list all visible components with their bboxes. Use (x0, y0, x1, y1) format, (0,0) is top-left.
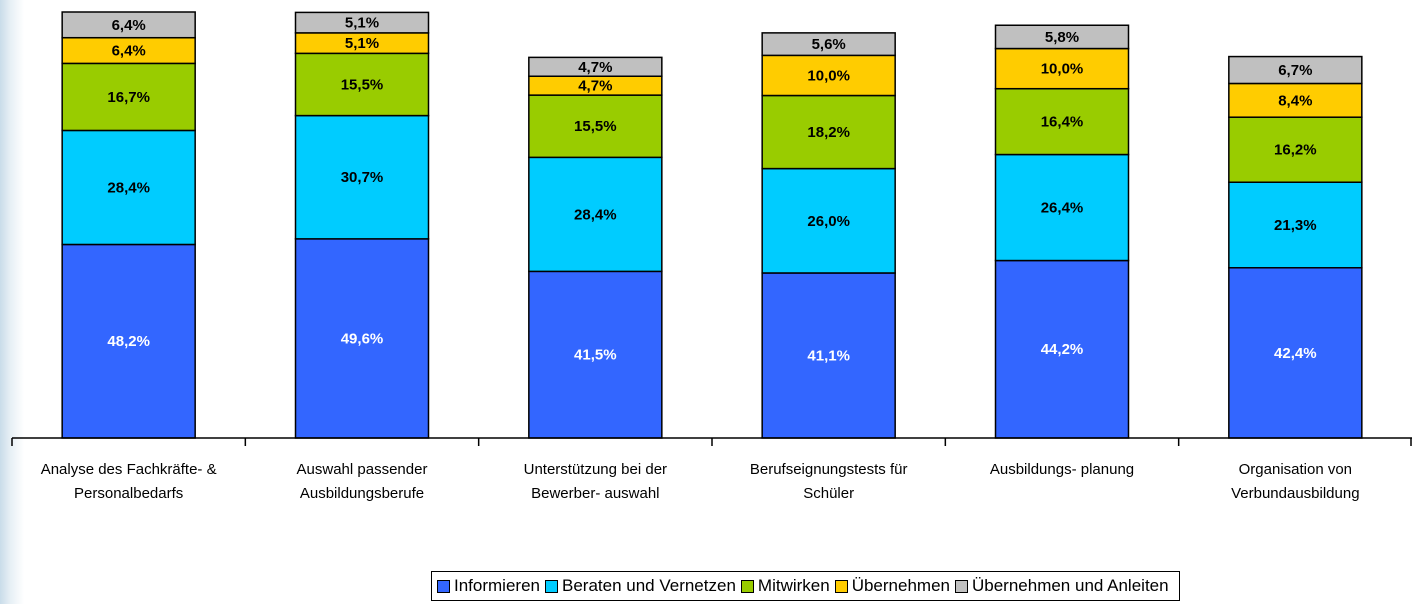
data-label: 15,5% (574, 118, 617, 135)
data-label: 26,4% (1041, 200, 1084, 217)
bar-segment (994, 47, 1130, 90)
legend-label: Informieren (454, 576, 540, 595)
x-tick-label: Organisation von Verbundausbildung (1231, 461, 1360, 502)
data-label: 28,4% (574, 206, 617, 223)
legend-swatch (437, 579, 450, 593)
data-label: 5,1% (345, 35, 379, 52)
legend-item: Informieren (437, 576, 540, 596)
data-label: 16,7% (107, 89, 150, 106)
data-label: 42,4% (1274, 345, 1317, 362)
x-tick-label: Berufseignungstests für Schüler (749, 461, 908, 502)
bar-segment (61, 36, 196, 65)
legend-label: Übernehmen (851, 576, 950, 595)
data-label: 21,3% (1274, 217, 1317, 234)
x-tick-label: Ausbildungs- planung (989, 461, 1135, 478)
bar-segment (1228, 267, 1363, 439)
data-label: 8,4% (1278, 92, 1312, 109)
data-label: 18,2% (807, 124, 850, 141)
data-label: 10,0% (1041, 61, 1084, 78)
bar-segment (294, 238, 430, 439)
data-label: 49,6% (341, 330, 384, 347)
bar-segment (61, 243, 196, 439)
data-label: 6,4% (112, 43, 146, 60)
legend: Informieren Beraten und Vernetzen Mitwirke… (431, 571, 1180, 601)
data-label: 26,0% (807, 213, 850, 230)
data-label: 44,2% (1041, 341, 1084, 358)
bar-segment (1228, 116, 1363, 183)
legend-label: Übernehmen und Anleiten (971, 576, 1169, 595)
bar-segment (1228, 82, 1363, 118)
legend-label: Mitwirken (757, 576, 830, 595)
data-label: 15,5% (341, 76, 384, 93)
x-tick-label: Auswahl passender Ausbildungsberufe (296, 461, 428, 502)
x-tick-label: Unterstützung bei der Bewerber- auswahl (523, 461, 668, 502)
bar-segment (528, 156, 663, 273)
bar-segment (761, 94, 896, 170)
bar-segment (528, 94, 663, 159)
bar-segment (761, 32, 896, 57)
data-label: 5,8% (1045, 29, 1079, 46)
data-label: 4,7% (578, 59, 612, 76)
data-label: 16,2% (1274, 142, 1317, 159)
data-label: 28,4% (107, 179, 150, 196)
data-label: 6,4% (112, 17, 146, 34)
bar-segment (294, 114, 430, 240)
bar-segment (1228, 55, 1363, 85)
legend-item: Übernehmen und Anleiten (954, 576, 1169, 596)
legend-label: Beraten und Vernetzen (561, 576, 736, 595)
data-label: 48,2% (107, 333, 150, 350)
data-label: 30,7% (341, 169, 384, 186)
bar-segment (528, 56, 663, 77)
data-label: 5,6% (812, 36, 846, 53)
legend-swatch (740, 579, 754, 593)
bar-segment (994, 24, 1130, 50)
data-label: 4,7% (578, 78, 612, 95)
bar-segment (761, 167, 896, 274)
bar-segment (761, 54, 896, 97)
data-label: 41,5% (574, 347, 617, 364)
bar-segment (294, 11, 430, 34)
data-label: 6,7% (1278, 62, 1312, 79)
x-tick-label: Analyse des Fachkräfte- & Personalbedarf… (40, 461, 217, 502)
bar-segment (994, 259, 1130, 439)
legend-swatch (834, 579, 848, 593)
bar-segment (61, 129, 196, 246)
data-label: 41,1% (807, 347, 850, 364)
legend-item: Übernehmen (834, 576, 950, 596)
legend-swatch (544, 579, 558, 593)
bar-segment (1228, 181, 1363, 269)
data-label: 10,0% (807, 67, 850, 84)
bar-segment (994, 87, 1130, 156)
bar-segment (994, 153, 1130, 262)
legend-item: Beraten und Vernetzen (544, 576, 736, 596)
legend-swatch (954, 579, 968, 593)
bar-segment (761, 272, 896, 439)
legend-item: Mitwirken (740, 576, 830, 596)
bar-segment (294, 52, 430, 117)
bar-segment (61, 11, 196, 39)
data-label: 16,4% (1041, 114, 1084, 131)
data-label: 5,1% (345, 15, 379, 32)
